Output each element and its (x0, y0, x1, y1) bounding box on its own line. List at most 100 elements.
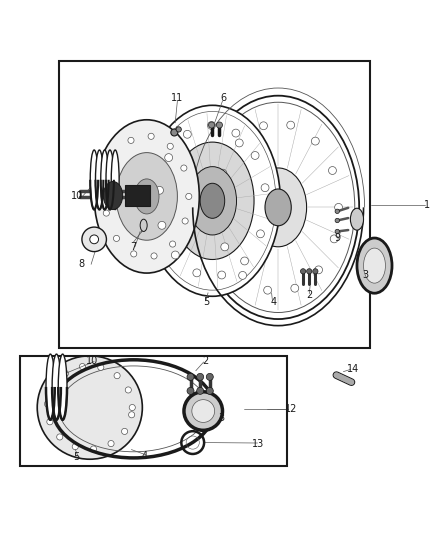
Ellipse shape (171, 142, 254, 260)
Ellipse shape (140, 219, 147, 231)
Circle shape (257, 230, 265, 238)
Circle shape (193, 269, 201, 277)
Ellipse shape (101, 150, 109, 209)
Circle shape (335, 209, 339, 214)
Text: 2: 2 (306, 290, 312, 300)
Circle shape (335, 229, 339, 233)
Ellipse shape (364, 248, 385, 283)
Circle shape (131, 251, 137, 257)
Circle shape (208, 122, 215, 128)
Circle shape (129, 405, 135, 410)
Circle shape (128, 138, 134, 143)
Circle shape (90, 235, 99, 244)
Circle shape (114, 373, 120, 379)
Ellipse shape (200, 183, 225, 219)
Circle shape (171, 129, 178, 136)
Circle shape (300, 269, 306, 274)
Circle shape (214, 206, 222, 214)
Circle shape (206, 387, 213, 394)
Text: 4: 4 (271, 296, 277, 306)
Circle shape (184, 131, 191, 138)
Circle shape (260, 122, 268, 130)
Bar (125, 185, 150, 206)
Text: 3: 3 (363, 270, 369, 280)
Circle shape (113, 236, 120, 241)
Circle shape (171, 251, 179, 259)
Circle shape (82, 227, 106, 252)
Ellipse shape (250, 168, 307, 247)
Circle shape (151, 253, 157, 259)
Circle shape (129, 411, 135, 418)
Circle shape (182, 218, 188, 224)
Circle shape (311, 137, 319, 145)
Ellipse shape (357, 238, 392, 293)
Circle shape (44, 401, 50, 407)
Circle shape (155, 187, 163, 194)
Circle shape (181, 165, 187, 171)
Text: 11: 11 (171, 93, 184, 103)
Circle shape (239, 271, 247, 279)
Circle shape (148, 133, 154, 139)
Circle shape (216, 122, 223, 128)
Circle shape (264, 286, 272, 294)
Circle shape (111, 155, 117, 160)
Circle shape (102, 181, 109, 187)
Ellipse shape (106, 150, 114, 209)
Bar (59, 61, 370, 348)
Text: 10: 10 (71, 191, 83, 201)
Text: 12: 12 (285, 404, 297, 414)
Ellipse shape (90, 150, 98, 209)
Circle shape (108, 440, 114, 447)
Ellipse shape (58, 354, 67, 420)
Circle shape (176, 127, 181, 132)
Ellipse shape (94, 120, 199, 273)
Circle shape (261, 184, 269, 192)
Circle shape (240, 257, 248, 265)
Circle shape (335, 204, 343, 211)
Circle shape (291, 284, 299, 292)
Bar (20, 356, 287, 466)
Circle shape (221, 243, 229, 251)
Circle shape (218, 271, 226, 279)
Ellipse shape (52, 354, 61, 420)
Ellipse shape (103, 182, 123, 209)
Circle shape (187, 387, 194, 394)
Ellipse shape (197, 96, 359, 319)
Ellipse shape (265, 189, 291, 226)
Circle shape (50, 384, 56, 390)
Ellipse shape (145, 106, 280, 296)
Circle shape (170, 241, 176, 247)
Circle shape (197, 374, 204, 381)
Text: 9: 9 (334, 233, 340, 243)
Circle shape (232, 129, 240, 137)
Text: 5: 5 (74, 452, 80, 462)
Ellipse shape (192, 400, 215, 423)
Circle shape (90, 446, 96, 452)
Circle shape (47, 419, 53, 425)
Circle shape (330, 235, 338, 243)
Circle shape (335, 219, 339, 223)
Circle shape (197, 387, 204, 394)
Circle shape (208, 122, 215, 130)
Ellipse shape (184, 392, 223, 430)
Circle shape (235, 139, 243, 147)
Circle shape (314, 266, 322, 274)
Ellipse shape (37, 356, 142, 459)
Circle shape (219, 169, 227, 177)
Circle shape (158, 221, 166, 229)
Ellipse shape (116, 152, 177, 240)
Circle shape (121, 429, 127, 434)
Circle shape (206, 374, 213, 381)
Ellipse shape (134, 179, 159, 214)
Ellipse shape (95, 150, 103, 209)
Circle shape (307, 269, 312, 274)
Circle shape (79, 364, 85, 369)
Circle shape (57, 434, 63, 440)
Circle shape (165, 154, 173, 161)
Circle shape (287, 121, 295, 129)
Circle shape (103, 210, 110, 216)
Circle shape (328, 167, 336, 174)
Text: 1: 1 (424, 200, 430, 210)
Circle shape (187, 374, 194, 381)
Text: 2: 2 (202, 356, 208, 366)
